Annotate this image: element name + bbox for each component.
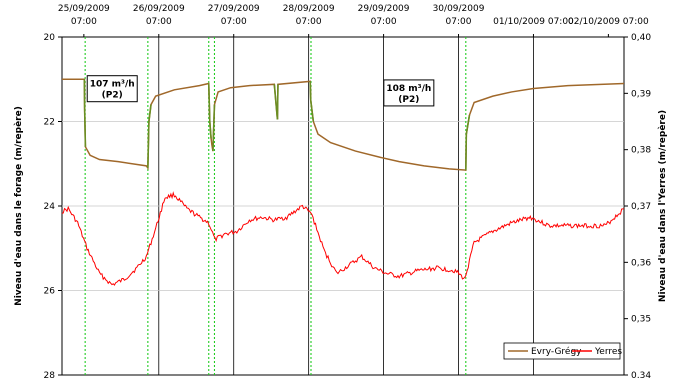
x-tick-label-6: 01/10/2009 07:00 <box>493 17 574 27</box>
x-tick-label-date-0: 25/09/2009 <box>58 4 110 14</box>
y-right-tick-label-0-39: 0,39 <box>631 89 651 99</box>
annotation-box-0 <box>86 75 138 103</box>
y-right-tick-label-0-40: 0,40 <box>631 33 651 43</box>
series-step-evry-gregy-18 <box>212 104 216 152</box>
series-step-evry-gregy-36 <box>465 134 468 171</box>
x-tick-label-date-5: 30/09/2009 <box>433 4 485 14</box>
y-left-tick-label-28: 28 <box>44 371 56 378</box>
annotation-1: 108 m³/h(P2) <box>383 79 435 107</box>
series-step-evry-gregy-9 <box>148 104 152 122</box>
y-right-tick-label-0-36: 0,36 <box>631 258 651 268</box>
legend: Evry-Grégy Yerres <box>503 342 622 360</box>
y-right-tick-label-0-38: 0,38 <box>631 146 651 156</box>
x-tick-label-date-3: 28/09/2009 <box>283 4 335 14</box>
y-left-tick-label-20: 20 <box>44 33 56 43</box>
series-step-evry-gregy-26 <box>309 81 312 101</box>
x-tick-label-time-0: 07:00 <box>71 17 97 27</box>
x-tick-label-time-3: 07:00 <box>296 17 322 27</box>
x-tick-label-time-2: 07:00 <box>221 17 247 27</box>
y-left-tick-label-22: 22 <box>44 118 55 128</box>
legend-label-evry-gregy: Evry-Grégy <box>531 346 582 357</box>
annotation-box-1 <box>383 79 435 107</box>
x-tick-label-time-1: 07:00 <box>146 17 172 27</box>
y-right-tick-label-0-34: 0,34 <box>631 371 651 378</box>
series-line-yerres <box>61 191 625 286</box>
gridlines <box>62 37 624 375</box>
y-right-axis-title: Niveau d'eau dans l'Yerres (m/repère) <box>657 110 668 302</box>
annotations: 107 m³/h(P2)108 m³/h(P2) <box>86 75 435 107</box>
y-left-axis-title: Niveau d'eau dans le forage (m/repère) <box>13 106 24 306</box>
annotation-rate-0: 107 m³/h <box>90 80 135 90</box>
y-left-tick-label-26: 26 <box>44 287 56 297</box>
series-step-evry-gregy-15 <box>208 121 212 139</box>
ticks-layer: 20 22 24 26 28 0,34 0,35 0,36 0,37 0,38 0,39 0,40 <box>44 33 652 378</box>
date-labels: 25/09/2009 07:00 26/09/2009 07:00 27/09/2009… <box>58 4 649 37</box>
y-left-tick-label-24: 24 <box>44 202 56 212</box>
x-tick-label-date-2: 27/09/2009 <box>208 4 260 14</box>
series-step-evry-gregy-8 <box>147 121 150 168</box>
legend-label-yerres: Yerres <box>594 347 622 357</box>
series-step-evry-gregy-37 <box>465 115 471 135</box>
series-step-evry-gregy-27 <box>309 100 315 122</box>
x-tick-label-time-4: 07:00 <box>371 17 397 27</box>
annotation-pump-0: (P2) <box>102 91 123 101</box>
x-tick-label-date-1: 26/09/2009 <box>133 4 185 14</box>
x-tick-label-7: 02/10/2009 07:00 <box>568 17 649 27</box>
series-layer <box>61 78 625 286</box>
legend-box <box>503 342 621 360</box>
annotation-pump-1: (P2) <box>398 95 419 105</box>
series-step-evry-gregy-14 <box>207 83 211 122</box>
y-right-tick-label-0-37: 0,37 <box>631 202 651 212</box>
series-step-evry-gregy-24 <box>276 84 279 120</box>
y-right-tick-label-0-35: 0,35 <box>631 315 651 325</box>
annotation-0: 107 m³/h(P2) <box>86 75 138 103</box>
x-tick-label-date-4: 29/09/2009 <box>358 4 410 14</box>
annotation-rate-1: 108 m³/h <box>386 84 431 94</box>
x-tick-label-time-5: 07:00 <box>446 17 472 27</box>
series-step-evry-gregy-2 <box>83 108 87 147</box>
